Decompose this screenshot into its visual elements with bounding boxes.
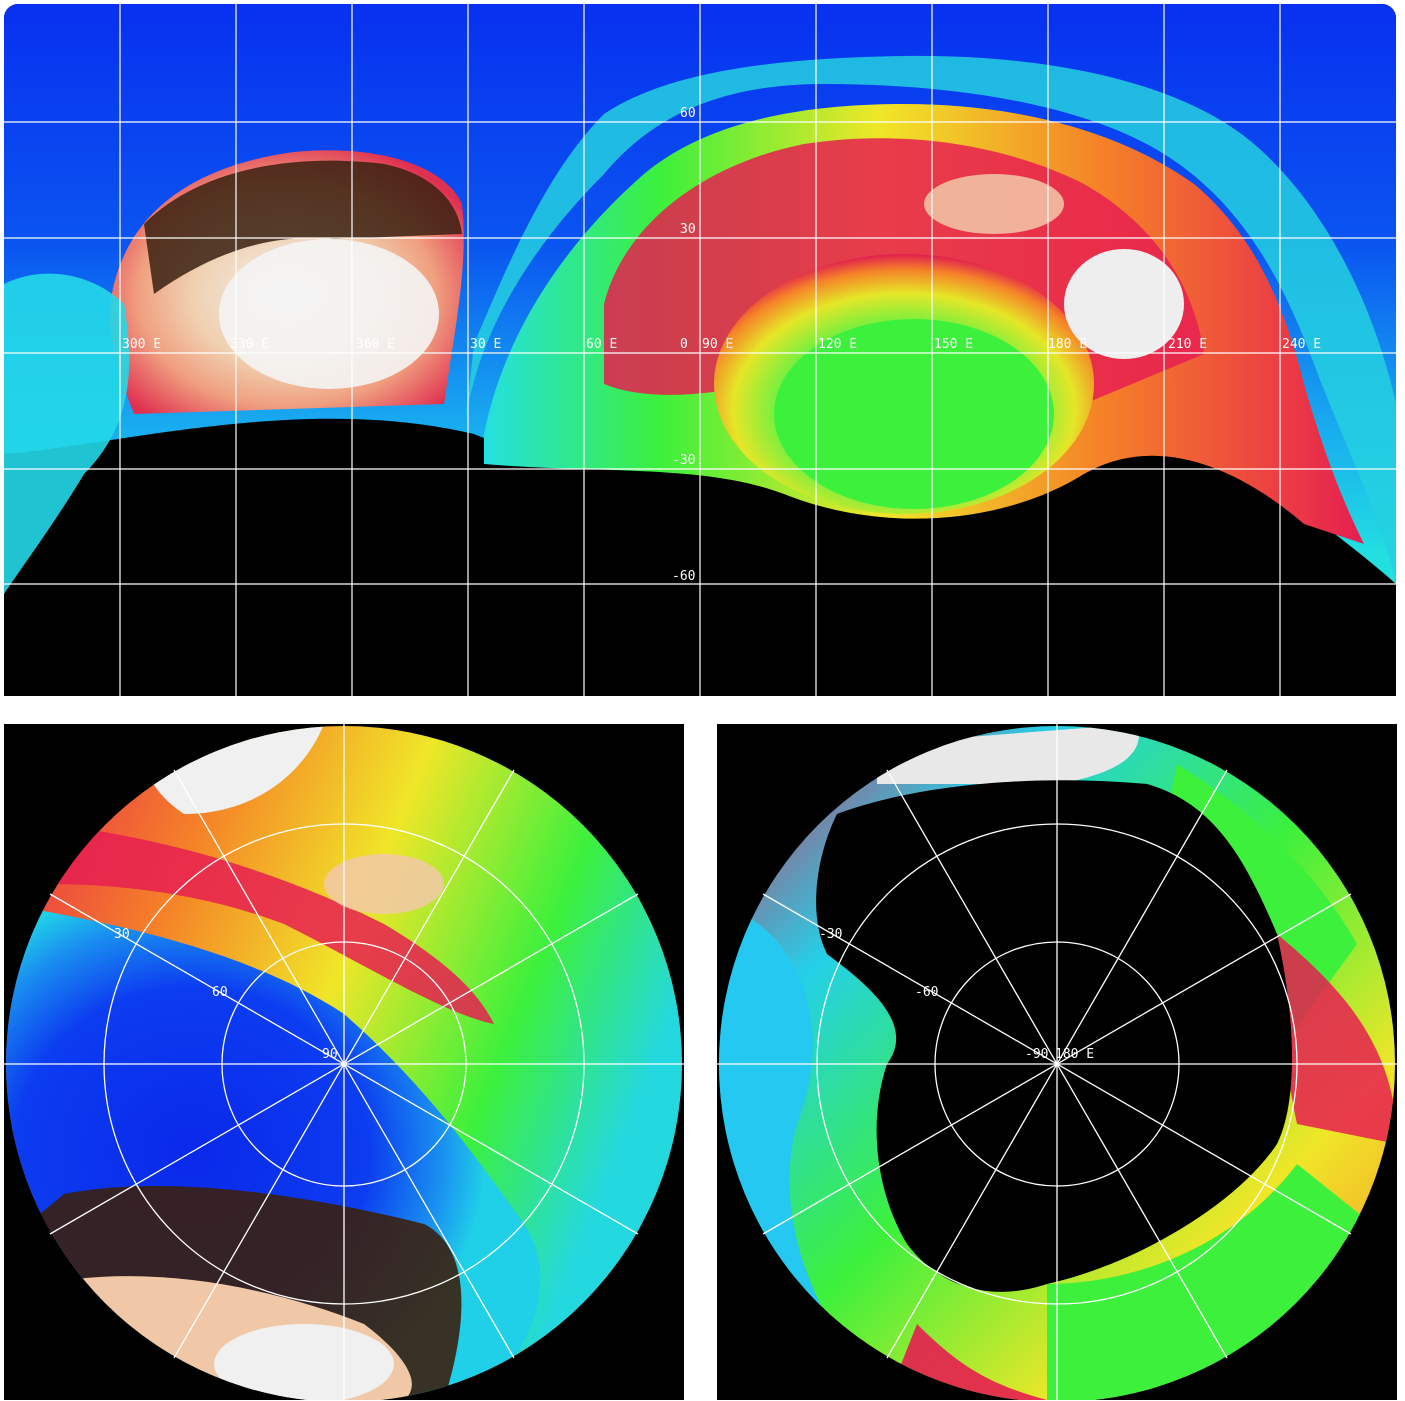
north-peach-ridge [324, 854, 444, 914]
north-polar-map: 30 60 90 [4, 724, 684, 1400]
eastern-white-peak [1064, 249, 1184, 359]
south-pole-longitude-overlap-label: 180 E [1055, 1047, 1094, 1062]
western-highland-dark-rim [144, 160, 462, 294]
graticule [4, 4, 1396, 696]
north-polar-map-svg: 30 60 90 [4, 724, 684, 1400]
lat-label-minus30: -30 [672, 453, 695, 468]
lon-label-240: 240 E [1282, 337, 1321, 352]
lon-label-360: 360 E [356, 337, 395, 352]
lon-label-150: 150 E [934, 337, 973, 352]
equirectangular-map-svg: 300 E 330 E 360 E 30 E 60 E 0 90 E 120 E… [4, 4, 1396, 696]
lon-label-120: 120 E [818, 337, 857, 352]
south-red-sector [1277, 934, 1395, 1144]
lon-label-210: 210 E [1168, 337, 1207, 352]
north-red-ridge [44, 824, 494, 1024]
south-pole-label: -90 [1025, 1047, 1048, 1062]
lat-label-minus60: -60 [672, 569, 695, 584]
south-no-data-region [816, 780, 1292, 1292]
lon-label-330: 330 E [230, 337, 269, 352]
lat-label-30: 30 [680, 222, 696, 237]
equirectangular-map: 300 E 330 E 360 E 30 E 60 E 0 90 E 120 E… [4, 4, 1396, 696]
south-polar-graticule [717, 724, 1397, 1400]
lon-label-60: 60 E [586, 337, 617, 352]
lat-label-60: 60 [680, 106, 696, 121]
lon-label-180: 180 E [1048, 337, 1087, 352]
central-basin-floor [774, 319, 1054, 509]
north-white-peak-bottom [214, 1324, 394, 1400]
lon-label-90: 90 E [702, 337, 733, 352]
north-pole-label: 90 [322, 1047, 338, 1062]
western-white-peak [219, 239, 439, 389]
eastern-peach-ridge [924, 174, 1064, 234]
north-lat-label-30: 30 [114, 927, 130, 942]
south-lat-label-minus30: -30 [819, 927, 842, 942]
south-polar-map: -30 -60 -90 180 E [717, 724, 1397, 1400]
south-polar-map-svg: -30 -60 -90 180 E [717, 724, 1397, 1400]
lon-label-0: 0 [680, 337, 688, 352]
south-lat-label-minus60: -60 [915, 985, 938, 1000]
lon-label-30: 30 E [470, 337, 501, 352]
lon-label-300: 300 E [122, 337, 161, 352]
north-polar-graticule [4, 724, 684, 1400]
western-lowland [4, 273, 130, 594]
north-lat-label-60: 60 [212, 985, 228, 1000]
